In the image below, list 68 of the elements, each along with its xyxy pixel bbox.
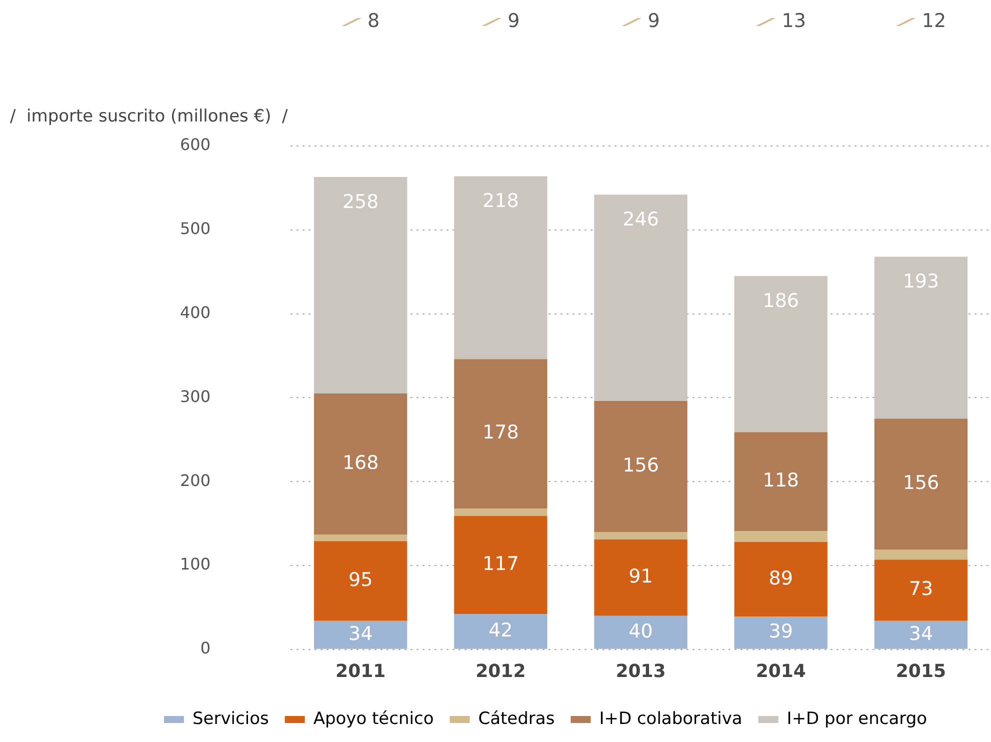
data-label: 193	[902, 270, 940, 293]
data-label: 156	[902, 472, 940, 494]
y-tick-label: 200	[180, 470, 211, 490]
x-tick-label: 2013	[616, 660, 666, 682]
x-tick-label: 2014	[756, 660, 806, 682]
bar	[454, 516, 548, 614]
x-tick-label: 2015	[896, 660, 946, 682]
data-label: 39	[768, 620, 793, 643]
data-label: 186	[762, 290, 799, 312]
bar	[454, 508, 548, 516]
bar	[874, 620, 968, 649]
bar	[594, 539, 688, 616]
bar	[594, 616, 688, 649]
data-label: 40	[628, 620, 653, 642]
bar	[454, 614, 548, 649]
data-label: 73	[908, 578, 934, 600]
bar	[314, 541, 408, 621]
data-label: 246	[622, 208, 659, 231]
data-label: 117	[482, 553, 519, 576]
data-label: 9	[648, 10, 660, 32]
bar	[734, 432, 828, 532]
y-tick-label: 600	[180, 135, 211, 154]
bar	[734, 616, 828, 649]
y-tick-label: 0	[200, 638, 211, 658]
bar	[594, 194, 688, 402]
x-tick-label: 2011	[336, 660, 386, 682]
legend-label: Apoyo técnico	[313, 708, 434, 729]
data-label: 12	[922, 10, 946, 32]
data-label: 8	[368, 10, 380, 32]
bar	[314, 534, 408, 542]
data-label: 118	[762, 470, 799, 492]
data-label: 95	[348, 568, 373, 591]
bar	[454, 359, 548, 508]
bar	[874, 256, 968, 419]
x-tick-label: 2012	[476, 660, 526, 682]
y-tick-label: 400	[180, 302, 211, 322]
bar	[314, 177, 408, 394]
data-label: 42	[488, 619, 513, 642]
bar	[734, 276, 828, 432]
bar	[454, 176, 548, 360]
data-label: 9	[508, 10, 520, 32]
data-label: 91	[628, 566, 653, 588]
data-label: 89	[768, 567, 793, 590]
data-label: 168	[342, 452, 379, 474]
bar	[314, 394, 408, 534]
data-label: 156	[622, 454, 659, 476]
bar	[734, 531, 828, 542]
bar	[594, 532, 688, 540]
data-label: 13	[782, 10, 806, 32]
y-axis-title: / importe suscrito (millones €) /	[10, 106, 288, 126]
bar	[734, 542, 828, 617]
bar	[874, 418, 968, 550]
y-tick-label: 500	[180, 219, 211, 238]
bar	[874, 550, 968, 560]
data-label: 34	[908, 622, 934, 645]
data-label: 218	[482, 190, 519, 212]
bar	[874, 560, 968, 621]
data-label: 258	[342, 190, 379, 213]
y-tick-label: 100	[180, 554, 211, 574]
bar	[314, 620, 408, 649]
legend-label: I+D por encargo	[786, 708, 928, 729]
data-label: 178	[482, 422, 519, 444]
legend-label: Servicios	[192, 708, 269, 729]
y-tick-label: 300	[180, 386, 211, 406]
legend-label: Cátedras	[478, 708, 555, 729]
legend-label: I+D colaborativa	[599, 708, 742, 729]
data-label: 34	[348, 622, 373, 645]
bar	[594, 401, 688, 532]
